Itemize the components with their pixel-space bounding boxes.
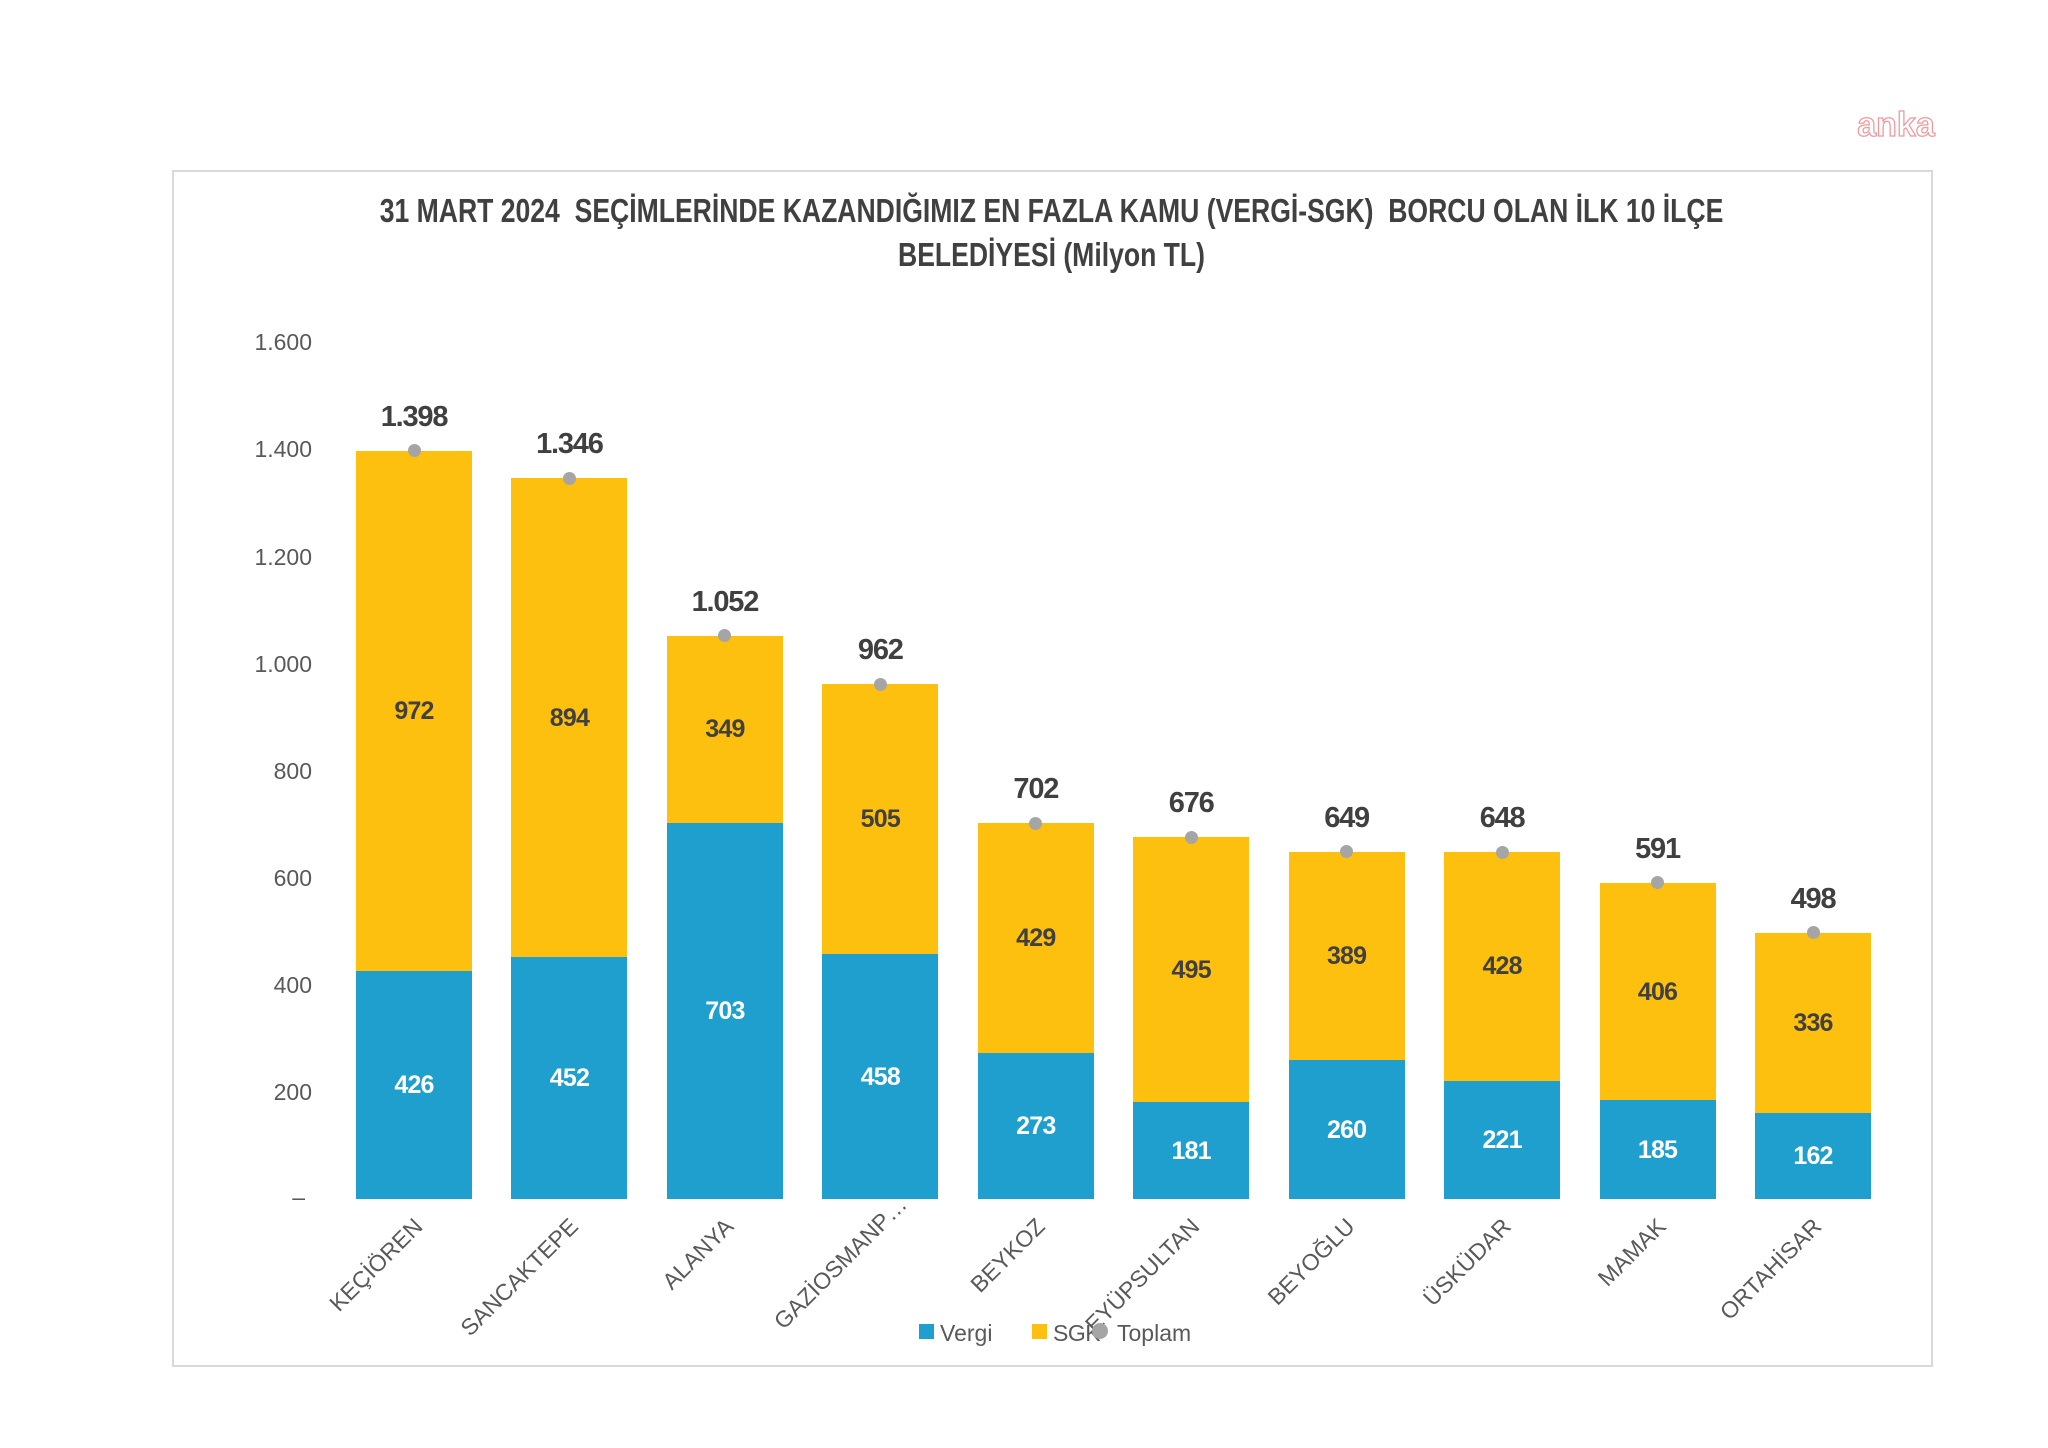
svg-text:anka: anka [1857,106,1936,144]
